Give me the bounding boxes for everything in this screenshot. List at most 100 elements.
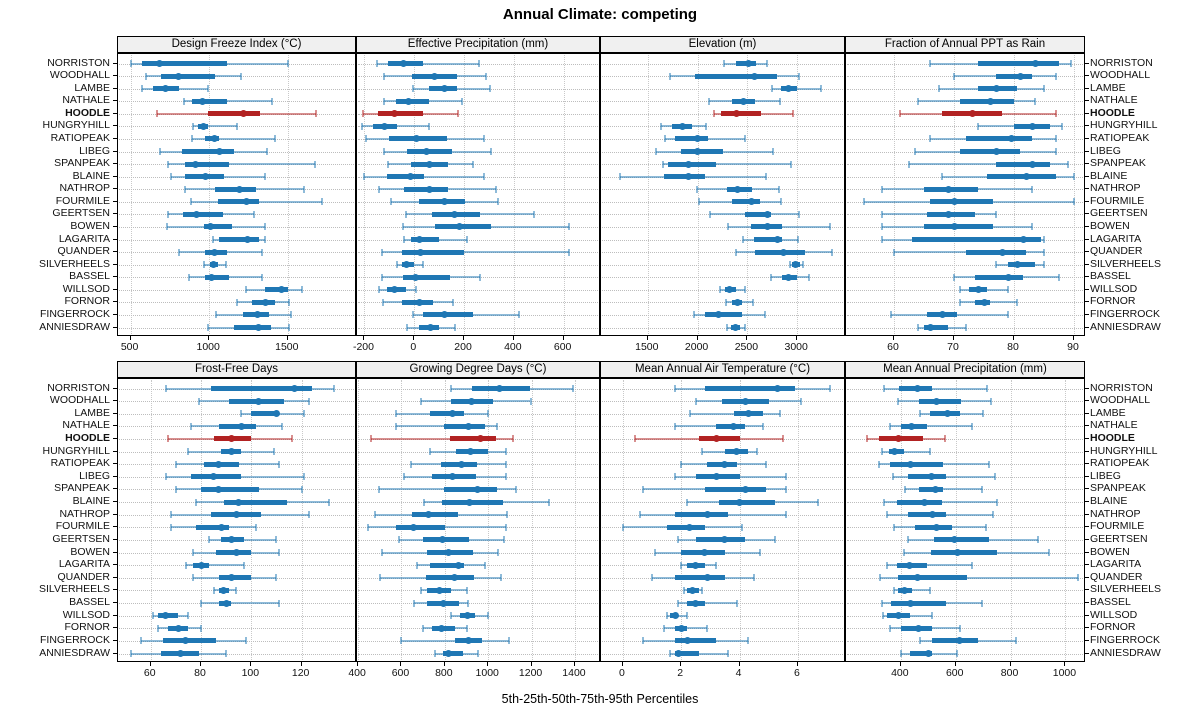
axis-tick-label: 600: [553, 341, 572, 353]
site-label-right: ANNIESDRAW: [1090, 646, 1161, 659]
vertical-gridline: [444, 380, 446, 660]
whisker-cap: [779, 410, 782, 418]
median-dot: [227, 448, 235, 456]
median-dot: [968, 110, 976, 118]
whisker-cap: [465, 586, 468, 594]
site-label-right: WOODHALL: [1090, 394, 1151, 407]
axis-tick: [200, 662, 202, 666]
axis-tick-label: 80: [1007, 341, 1019, 353]
row-gridline: [358, 164, 598, 166]
whisker-cap: [478, 60, 480, 67]
iqr-bar: [667, 161, 717, 167]
row-tick-left: [113, 75, 117, 77]
median-dot: [439, 536, 447, 544]
whisker-cap: [890, 311, 892, 319]
whisker-cap: [387, 160, 390, 168]
row-tick-right: [1085, 400, 1089, 402]
iqr-bar: [907, 512, 947, 518]
median-dot: [423, 148, 431, 155]
row-tick-left: [113, 112, 117, 114]
whisker-cap: [906, 536, 909, 544]
whisker-cap: [271, 97, 274, 105]
whisker-cap: [662, 624, 665, 632]
whisker-cap: [651, 574, 654, 582]
row-gridline: [602, 252, 843, 254]
whisker-cap: [192, 549, 195, 557]
whisker-cap: [719, 286, 721, 294]
whisker-cap: [413, 599, 416, 607]
row-tick-left: [113, 251, 117, 253]
median-dot: [926, 324, 934, 331]
row-tick-left: [113, 387, 117, 389]
whisker-cap: [756, 448, 759, 456]
whisker-cap: [412, 311, 415, 319]
row-tick-left: [113, 213, 117, 215]
median-dot: [906, 460, 914, 468]
row-gridline: [358, 239, 598, 241]
site-label-right: BASSEL: [1090, 270, 1131, 283]
iqr-bar: [218, 575, 252, 581]
whisker-cap: [977, 122, 979, 130]
median-dot: [956, 637, 964, 645]
whisker-cap: [753, 574, 756, 582]
median-dot: [741, 397, 749, 405]
median-dot: [457, 460, 465, 468]
row-gridline: [847, 264, 1083, 266]
median-dot: [744, 410, 752, 418]
median-dot: [1004, 273, 1012, 281]
median-dot: [715, 311, 723, 319]
iqr-bar: [975, 274, 1023, 280]
whisker-cap: [490, 148, 493, 155]
whisker-cap: [423, 498, 426, 506]
site-label-left: HOODLE: [65, 106, 110, 119]
median-dot: [890, 448, 898, 456]
whisker-cap: [278, 599, 280, 607]
iqr-bar: [663, 174, 706, 180]
whisker-cap: [255, 523, 258, 531]
iqr-bar: [183, 211, 223, 217]
axis-tick: [286, 336, 288, 340]
whisker-cap: [129, 60, 132, 67]
whisker-cap: [378, 574, 381, 582]
site-label-left: NATHROP: [59, 182, 110, 195]
whisker-cap: [722, 60, 725, 67]
whisker-cap: [758, 549, 761, 557]
whisker-cap: [881, 223, 883, 231]
whisker-cap: [1055, 72, 1057, 80]
whisker-cap: [642, 637, 645, 645]
whisker-cap: [360, 122, 363, 130]
whisker-cap: [707, 97, 710, 105]
whisker-cap: [419, 586, 422, 594]
row-gridline: [358, 327, 598, 329]
whisker-cap: [264, 173, 267, 181]
site-label-left: LIBEG: [79, 144, 110, 157]
whisker-cap: [302, 185, 305, 193]
axis-tick-label: 70: [947, 341, 959, 353]
whisker-cap: [192, 122, 195, 130]
axis-tick: [300, 662, 302, 666]
axis-tick-label: 600: [945, 667, 964, 679]
row-gridline: [119, 413, 354, 415]
site-label-right: GEERTSEN: [1090, 532, 1148, 545]
whisker-cap: [189, 422, 192, 430]
whisker-cap: [1043, 85, 1045, 93]
iqr-bar: [898, 575, 967, 581]
row-tick-right: [1085, 225, 1089, 227]
iqr-bar: [978, 61, 1059, 66]
whisker-cap: [743, 135, 746, 143]
median-dot: [444, 650, 452, 657]
median-dot: [1019, 236, 1027, 243]
percentile-whisker: [662, 163, 791, 166]
iqr-bar: [704, 486, 766, 492]
iqr-bar: [429, 411, 465, 417]
whisker-cap: [642, 485, 645, 493]
panel-plot-area: [117, 53, 356, 336]
axis-tick-label: -200: [352, 341, 374, 353]
whisker-cap: [235, 298, 238, 306]
whisker-cap: [207, 324, 210, 331]
whisker-cap: [928, 586, 931, 594]
iqr-bar: [435, 224, 492, 230]
median-dot: [944, 210, 952, 218]
median-dot: [227, 536, 235, 544]
panel-header: Frost-Free Days: [117, 361, 356, 378]
